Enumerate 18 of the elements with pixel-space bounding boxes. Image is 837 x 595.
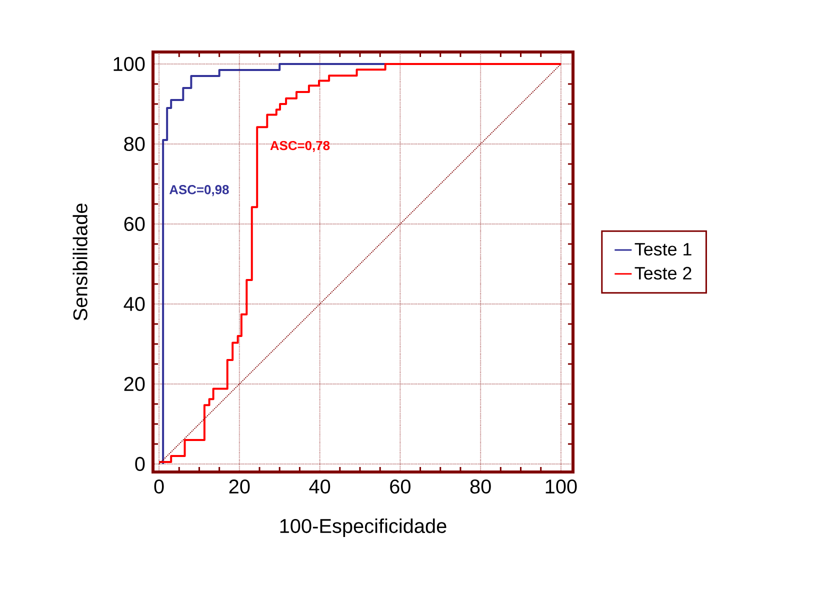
legend-label: Teste 1 <box>634 243 692 256</box>
legend-label: Teste 2 <box>634 266 692 280</box>
x-tick-label: 80 <box>470 480 491 494</box>
y-axis-title: Sensibilidade <box>72 204 88 320</box>
x-axis-title: 100-Especificidade <box>280 518 446 538</box>
x-tick-label: 20 <box>229 480 250 494</box>
annotation: ASC=0,98 <box>169 185 229 196</box>
x-tick-label: 0 <box>154 480 164 494</box>
y-tick-label: 40 <box>124 296 145 312</box>
x-tick-label: 60 <box>390 480 410 494</box>
y-tick-label: 100 <box>114 56 145 72</box>
x-tick-label: 40 <box>309 480 330 494</box>
annotation: ASC=0,78 <box>270 140 330 152</box>
y-tick-label: 20 <box>124 376 145 392</box>
y-tick-label: 0 <box>135 456 145 472</box>
y-tick-label: 80 <box>124 136 145 152</box>
y-tick-label: 60 <box>124 216 145 232</box>
x-tick-label: 100 <box>546 480 577 494</box>
